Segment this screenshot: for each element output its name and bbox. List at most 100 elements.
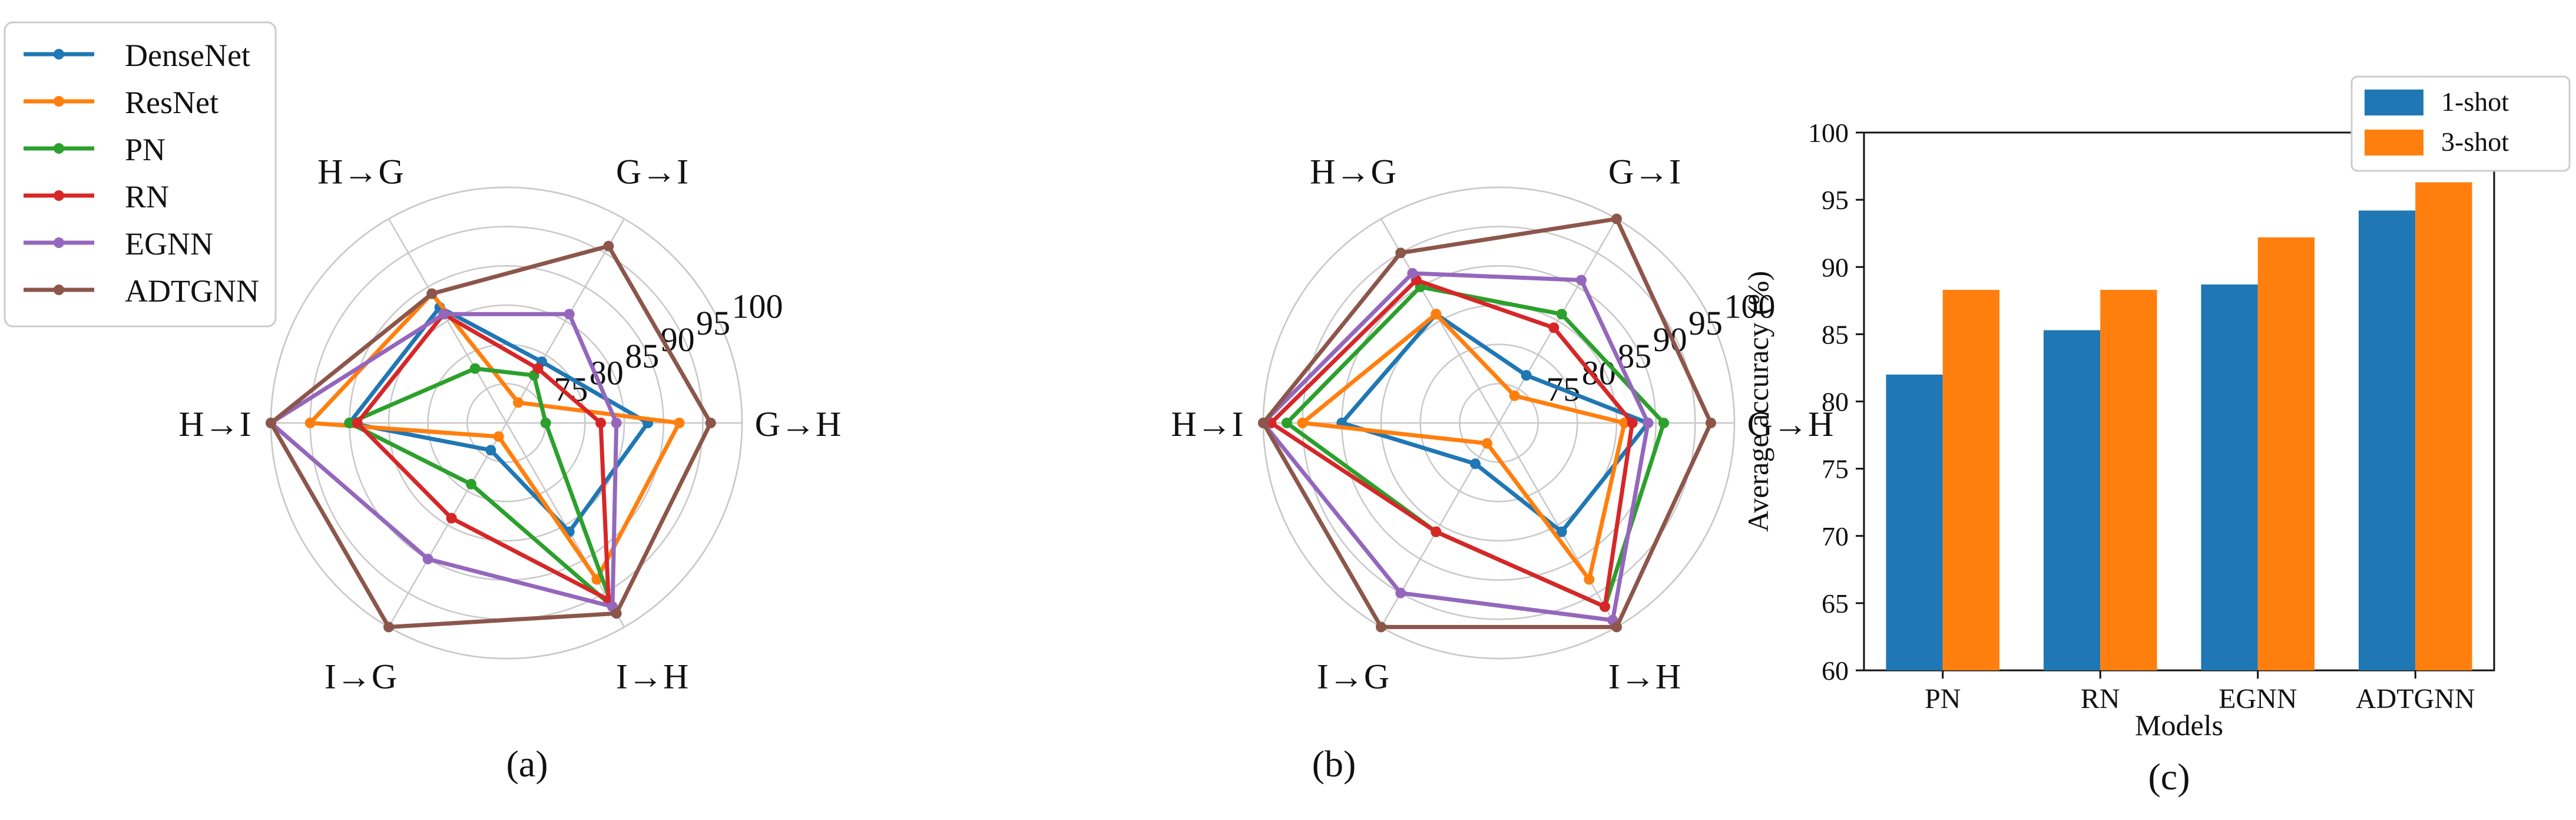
radar-a-radial-tick-100: 100	[731, 287, 783, 326]
radar-b-axis-label-h-g: H→G	[1310, 152, 1396, 191]
radar-a-point-resnet-4	[493, 431, 504, 442]
bar-1-shot-adtgnn	[2358, 210, 2416, 670]
radar-b-point-adtgnn-2	[1395, 247, 1406, 259]
radar-b-radial-tick-95: 95	[1688, 304, 1723, 342]
legend-label-resnet: ResNet	[125, 85, 218, 120]
radar-b-radial-tick-100: 100	[1724, 287, 1775, 326]
radar-b-point-densenet-5	[1556, 526, 1567, 537]
radar-b-radial-tick-90: 90	[1653, 320, 1687, 359]
legend-label-pn: PN	[125, 132, 165, 167]
radar-a-point-egnn-0	[611, 418, 622, 428]
radar-b-point-resnet-5	[1584, 574, 1595, 585]
radar-b-point-pn-3	[1282, 418, 1292, 428]
radar-a-point-pn-2	[469, 363, 481, 374]
radar-b-point-egnn-0	[1643, 418, 1654, 428]
legend-marker-rn	[54, 190, 64, 201]
radar-a-point-resnet-5	[591, 574, 602, 585]
legend-label-densenet: DenseNet	[125, 38, 250, 73]
radar-a-point-adtgnn-0	[705, 418, 716, 428]
radar-b-radial-tick-80: 80	[1582, 353, 1616, 392]
radar-a-point-adtgnn-5	[611, 608, 622, 619]
radar-a-point-resnet-1	[513, 397, 524, 408]
radar-a-axis-label-i-h: I→H	[616, 657, 688, 696]
radar-a-point-rn-4	[446, 512, 457, 524]
bar-1-shot-pn	[1886, 374, 1943, 670]
radar-b-point-rn-1	[1548, 322, 1559, 333]
radar-a-point-adtgnn-2	[426, 288, 438, 299]
radar-a-radial-tick-95: 95	[696, 304, 730, 342]
radar-a-point-resnet-0	[674, 418, 685, 428]
radar-b-spoke-1	[1498, 218, 1618, 424]
legend-marker-densenet	[54, 49, 64, 59]
radar-a-radial-tick-85: 85	[625, 337, 659, 375]
legend-marker-resnet	[54, 96, 64, 107]
panel-label-c: (c)	[2148, 756, 2190, 798]
radar-a-radial-tick-90: 90	[661, 320, 695, 359]
radar-b-axis-label-i-g: I→G	[1317, 657, 1389, 696]
series-legend: DenseNet ResNet PN RN EGNN ADTGNN	[4, 21, 277, 328]
bar-1-shot-rn	[2043, 330, 2101, 670]
radar-b-point-resnet-4	[1482, 438, 1492, 449]
bar-ytick-label-75: 75	[1822, 454, 1849, 484]
radar-a-point-rn-3	[352, 418, 363, 428]
bar-ytick-label-70: 70	[1822, 521, 1849, 551]
radar-b-point-densenet-1	[1521, 370, 1532, 381]
radar-b-point-egnn-4	[1395, 587, 1406, 599]
radar-a-axis-label-i-g: I→G	[325, 657, 397, 696]
bar-3-shot-egnn	[2257, 237, 2315, 670]
bar-xtick-label-pn: PN	[1925, 683, 1961, 715]
radar-a-point-rn-1	[532, 363, 544, 374]
radar-a-axis-label-g-i: G→I	[616, 152, 688, 191]
panel-label-b: (b)	[1312, 743, 1356, 785]
radar-a-point-pn-0	[540, 418, 551, 428]
bar-legend-swatch-1-shot	[2365, 90, 2423, 115]
radar-a-point-pn-4	[466, 478, 476, 490]
radar-a-axis-label-h-i: H→I	[178, 405, 251, 444]
radar-a-axis-label-g-h: G→H	[755, 405, 842, 444]
radar-b-axis-label-i-h: I→H	[1608, 657, 1681, 696]
bar-xtick-label-adtgnn: ADTGNN	[2356, 683, 2475, 715]
bar-ytick-label-80: 80	[1822, 387, 1849, 417]
bar-ytick-label-65: 65	[1822, 588, 1849, 619]
radar-b-point-rn-0	[1627, 418, 1638, 428]
radar-a-point-adtgnn-3	[266, 418, 276, 428]
bar-xtick-label-rn: RN	[2081, 683, 2120, 715]
panel-label-a: (a)	[506, 743, 548, 785]
legend-label-adtgnn: ADTGNN	[125, 273, 259, 309]
radar-b-axis-label-g-h: G→H	[1747, 405, 1834, 444]
radar-b-point-egnn-1	[1576, 275, 1587, 286]
radar-b-point-rn-5	[1600, 601, 1610, 612]
radar-a-spoke-2	[388, 218, 508, 424]
radar-b-point-adtgnn-1	[1611, 213, 1622, 224]
radar-b-point-egnn-2	[1407, 267, 1418, 279]
bar-1-shot-egnn	[2201, 284, 2258, 670]
radar-b-point-adtgnn-3	[1258, 418, 1269, 428]
radar-b-point-resnet-0	[1619, 418, 1630, 428]
bar-y-axis-label: Average accuracy (%)	[1741, 271, 1774, 532]
radar-b-point-adtgnn-5	[1611, 621, 1622, 633]
radar-chart-a: G→HG→IH→GH→II→G I→H75 80 85 90 95 100	[178, 152, 841, 696]
radar-a-point-egnn-2	[438, 309, 449, 320]
bar-ytick-label-95: 95	[1822, 185, 1849, 215]
radar-a-point-egnn-1	[564, 309, 575, 320]
bar-ytick-label-60: 60	[1822, 656, 1849, 686]
legend-label-rn: RN	[125, 179, 169, 214]
bar-ytick-label-85: 85	[1822, 319, 1849, 349]
radar-a-point-resnet-3	[304, 418, 316, 428]
bar-xtick-label-egnn: EGNN	[2219, 683, 2297, 715]
radar-a-point-adtgnn-1	[603, 240, 614, 252]
bar-legend-swatch-3-shot	[2365, 130, 2423, 156]
radar-b-axis-label-g-i: G→I	[1608, 152, 1681, 191]
legend-label-egnn: EGNN	[125, 226, 213, 262]
bar-ytick-label-100: 100	[1808, 118, 1849, 148]
legend-frame	[4, 21, 277, 328]
radar-a-point-adtgnn-4	[383, 621, 394, 633]
radar-a-point-densenet-4	[485, 445, 496, 456]
radar-b-point-adtgnn-0	[1706, 418, 1716, 428]
radar-b-point-resnet-3	[1297, 418, 1308, 428]
bar-3-shot-rn	[2100, 290, 2157, 670]
bar-legend-label-3-shot: 3-shot	[2441, 127, 2509, 157]
radar-a-point-egnn-4	[422, 553, 433, 564]
bar-chart-c: 60 65 70 75 80 85 90 95 100 PN RN EGNN ADTGNN Models A…	[1741, 75, 2571, 742]
